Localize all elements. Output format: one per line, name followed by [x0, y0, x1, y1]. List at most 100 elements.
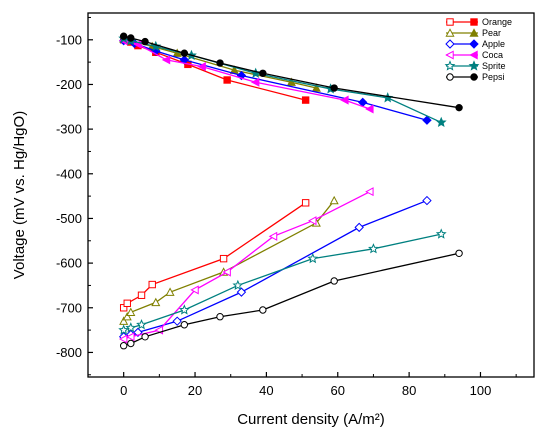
series-line-apple-cathode: [123, 40, 428, 121]
x-tick-label: 0: [120, 383, 127, 398]
data-point-pepsi-cathode: [455, 103, 463, 112]
y-axis-title: Voltage (mV vs. Hg/HgO): [11, 111, 28, 279]
data-point-pear-anode: [122, 311, 132, 321]
data-point-sprite-anode: [232, 279, 244, 291]
legend-label: Apple: [482, 39, 505, 49]
data-point-coca-anode: [222, 267, 231, 277]
legend-marker-filled: [469, 50, 478, 60]
data-point-pepsi-cathode: [259, 69, 267, 77]
data-point-pepsi-cathode: [216, 59, 224, 67]
data-point-pepsi-cathode: [330, 84, 338, 92]
y-tick-label: -400: [56, 166, 82, 181]
y-tick-label: -600: [56, 256, 82, 271]
y-tick-label: -200: [56, 77, 82, 92]
series-line-coca-anode: [123, 191, 371, 340]
legend-label: Coca: [482, 50, 503, 60]
data-point-pepsi-anode: [455, 249, 463, 257]
data-point-sprite-anode: [136, 319, 147, 330]
data-point-sprite-anode: [178, 304, 190, 315]
data-point-pepsi-anode: [141, 333, 149, 341]
legend-marker-filled: [470, 18, 478, 26]
data-point-coca-cathode: [365, 104, 374, 114]
series-line-apple-anode: [123, 199, 428, 338]
data-point-apple-anode: [422, 195, 432, 206]
data-point-orange-cathode: [301, 96, 310, 104]
y-tick-label: -500: [56, 211, 82, 226]
x-axis-title: Current density (A/m²): [237, 411, 385, 428]
data-point-orange-anode: [219, 254, 228, 263]
data-point-sprite-anode: [435, 228, 447, 239]
legend-label: Orange: [482, 17, 512, 27]
data-point-pear-cathode: [286, 77, 296, 86]
legend-item-orange: Orange: [446, 17, 512, 27]
legend-marker-hollow: [444, 60, 456, 71]
data-point-pepsi-cathode: [119, 32, 128, 40]
legend-marker-filled: [470, 73, 478, 81]
data-point-coca-anode: [308, 216, 317, 226]
data-point-apple-anode: [172, 316, 182, 326]
x-tick-label: 100: [470, 383, 492, 398]
series-line-coca-cathode: [123, 40, 371, 110]
data-point-pepsi-cathode: [127, 34, 135, 42]
x-tick-label: 60: [331, 383, 345, 398]
legend-marker-hollow: [445, 39, 455, 49]
y-tick-label: -300: [56, 122, 82, 137]
data-point-pepsi-anode: [259, 306, 267, 314]
legend-item-apple: Apple: [445, 39, 505, 49]
legend-label: Pear: [482, 28, 501, 38]
data-point-sprite-anode: [368, 243, 379, 254]
data-point-pear-anode: [126, 307, 136, 316]
legend-marker-hollow: [446, 73, 454, 81]
data-point-orange-anode: [137, 291, 146, 299]
y-tick-label: -700: [56, 300, 82, 315]
plot-frame: [87, 12, 535, 378]
data-point-pear-anode: [165, 287, 175, 296]
legend-marker-filled: [469, 28, 479, 37]
data-point-orange-anode: [123, 299, 131, 308]
data-point-pear-anode: [151, 297, 161, 307]
data-point-sprite-cathode: [435, 116, 447, 128]
data-point-coca-cathode: [340, 95, 349, 105]
x-tick-label: 20: [188, 383, 202, 398]
legend-marker-filled: [469, 39, 479, 49]
series-layer: [118, 32, 463, 350]
legend-item-sprite: Sprite: [444, 60, 506, 71]
data-point-coca-cathode: [197, 62, 206, 72]
legend-label: Pepsi: [482, 72, 505, 82]
data-point-pepsi-cathode: [141, 37, 149, 46]
data-point-apple-anode: [354, 222, 364, 233]
data-point-pepsi-cathode: [180, 49, 189, 57]
y-tick-label: -800: [56, 345, 82, 360]
data-point-pepsi-anode: [119, 342, 128, 350]
data-point-sprite-anode: [125, 322, 137, 333]
data-point-coca-anode: [268, 231, 278, 241]
data-point-coca-cathode: [250, 77, 260, 87]
data-point-orange-anode: [148, 280, 156, 289]
data-point-coca-anode: [190, 285, 199, 295]
data-point-pear-cathode: [311, 83, 321, 92]
data-point-sprite-anode: [307, 252, 319, 264]
data-point-pear-anode: [119, 316, 129, 325]
x-tick-label: 80: [402, 383, 416, 398]
legend-item-pepsi: Pepsi: [446, 72, 505, 82]
data-point-coca-cathode: [161, 55, 171, 65]
data-point-coca-anode: [365, 187, 374, 197]
x-axis-ticks: 0 20 40 60 80 100: [87, 372, 517, 398]
data-point-pear-anode: [329, 195, 339, 205]
data-point-apple-cathode: [422, 115, 432, 125]
series-line-pepsi-anode: [123, 252, 460, 347]
data-point-pepsi-anode: [180, 321, 189, 329]
data-point-pepsi-anode: [330, 277, 338, 285]
data-point-orange-anode: [301, 199, 310, 207]
legend-item-pear: Pear: [445, 28, 501, 38]
data-point-sprite-anode: [118, 324, 130, 335]
legend-marker-hollow: [445, 50, 454, 60]
legend-marker-filled: [468, 60, 480, 71]
legend-label: Sprite: [482, 61, 506, 71]
x-tick-label: 40: [259, 383, 273, 398]
legend-marker-hollow: [446, 18, 454, 26]
data-point-pepsi-anode: [216, 313, 224, 321]
y-axis-ticks: -100 -200 -300 -400 -500 -600 -700 -800: [56, 16, 93, 376]
